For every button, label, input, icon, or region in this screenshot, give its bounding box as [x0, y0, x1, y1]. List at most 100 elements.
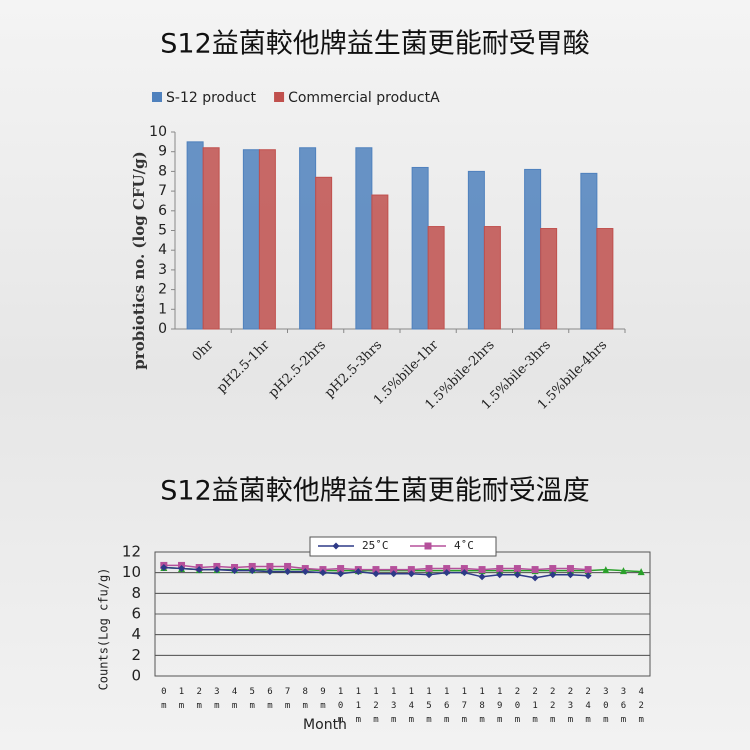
bar — [355, 147, 373, 330]
legend-label: S-12 product — [166, 90, 257, 106]
x-tick-label: 8 m — [302, 687, 308, 711]
point — [460, 565, 468, 573]
x-tick-label: pH2.5-3hrs — [322, 338, 385, 401]
point — [637, 568, 645, 576]
x-tick-label: 18 m — [479, 687, 485, 725]
x-tick-label: 17 m — [461, 687, 468, 725]
chart-title: S12益菌較他牌益生菌更能耐受胃酸 — [160, 29, 590, 60]
point — [549, 571, 557, 579]
bar — [186, 141, 204, 330]
y-tick-label: 5 — [158, 223, 167, 239]
y-axis-label: Counts(Log cfu/g) — [97, 568, 111, 691]
x-tick-label: 20 m — [514, 687, 521, 725]
x-tick-label: 15 m — [426, 687, 432, 725]
legend-label: Commercial productA — [288, 90, 440, 106]
point — [178, 565, 186, 573]
x-tick-label: 7 m — [284, 687, 291, 711]
point — [372, 566, 380, 574]
point — [584, 566, 592, 574]
y-tick-label: 3 — [158, 262, 167, 278]
x-tick-label: 19 m — [497, 687, 503, 725]
point — [390, 570, 398, 578]
point — [496, 565, 504, 573]
x-tick-label: 36 m — [620, 687, 627, 725]
point — [266, 562, 274, 570]
y-tick-label: 6 — [131, 605, 141, 623]
x-tick-label: 42 m — [638, 687, 644, 725]
x-tick-label: 24 m — [585, 687, 591, 725]
bar — [483, 226, 501, 330]
point — [248, 562, 256, 570]
bar — [315, 176, 333, 330]
y-tick-label: 4 — [158, 242, 167, 258]
x-tick-label: 4 m — [231, 687, 238, 711]
point — [213, 566, 221, 574]
point — [460, 569, 468, 577]
y-tick-label: 10 — [149, 124, 167, 140]
point — [354, 568, 362, 576]
point — [478, 573, 486, 581]
point — [337, 570, 345, 578]
bar — [242, 149, 260, 330]
point — [566, 571, 574, 579]
x-tick-label: pH2.5-1hr — [214, 337, 273, 396]
point — [531, 574, 539, 582]
point — [337, 565, 345, 573]
x-tick-label: 5 m — [249, 687, 255, 711]
point — [248, 567, 256, 575]
x-tick-label: 13 m — [390, 687, 397, 725]
point — [531, 566, 539, 574]
bar — [524, 168, 542, 330]
bar — [299, 147, 317, 330]
bar — [580, 172, 598, 330]
x-tick-label: 21 m — [532, 687, 538, 725]
x-tick-label: 30 m — [603, 687, 609, 725]
legend-label: 25˚C — [362, 539, 389, 552]
point — [425, 565, 433, 573]
point — [160, 564, 168, 571]
point — [619, 567, 627, 575]
x-tick-label: 0hr — [190, 337, 217, 364]
x-tick-label: 14 m — [408, 687, 415, 725]
point — [549, 565, 557, 573]
x-tick-label: 10 m — [337, 687, 344, 725]
x-tick-label: 0 m — [161, 687, 167, 711]
point — [584, 572, 592, 580]
y-tick-label: 12 — [122, 543, 141, 561]
point — [496, 571, 504, 579]
point — [284, 562, 292, 570]
point — [443, 565, 451, 573]
point — [390, 566, 398, 574]
point — [301, 568, 309, 576]
legend-swatch — [274, 92, 285, 102]
y-axis-label: probiotics no. (log CFU/g) — [130, 151, 148, 369]
point — [425, 571, 433, 579]
point — [443, 569, 451, 577]
x-tick-label: 16 m — [443, 687, 450, 725]
bar — [540, 228, 558, 330]
point — [266, 568, 274, 576]
x-tick-label: 6 m — [267, 687, 273, 711]
point — [513, 565, 521, 573]
y-tick-label: 0 — [131, 667, 141, 685]
point — [407, 566, 415, 574]
bar — [411, 166, 429, 330]
legend-marker — [424, 542, 432, 550]
point — [195, 566, 203, 574]
x-tick-label: 9 m — [320, 687, 326, 711]
point — [372, 570, 380, 578]
bar — [371, 194, 389, 330]
legend-label: 4˚C — [454, 539, 474, 552]
y-tick-label: 10 — [122, 563, 141, 581]
point — [231, 567, 239, 575]
y-tick-label: 6 — [158, 203, 167, 219]
point — [566, 565, 574, 573]
x-tick-label: 2 m — [196, 687, 202, 711]
y-tick-label: 1 — [158, 301, 167, 317]
x-tick-label: 3 m — [214, 687, 220, 711]
y-tick-label: 9 — [158, 144, 167, 160]
x-tick-label: 12 m — [373, 687, 379, 725]
y-tick-label: 2 — [131, 646, 141, 664]
chart-title: S12益菌較他牌益生菌更能耐受溫度 — [160, 476, 590, 507]
